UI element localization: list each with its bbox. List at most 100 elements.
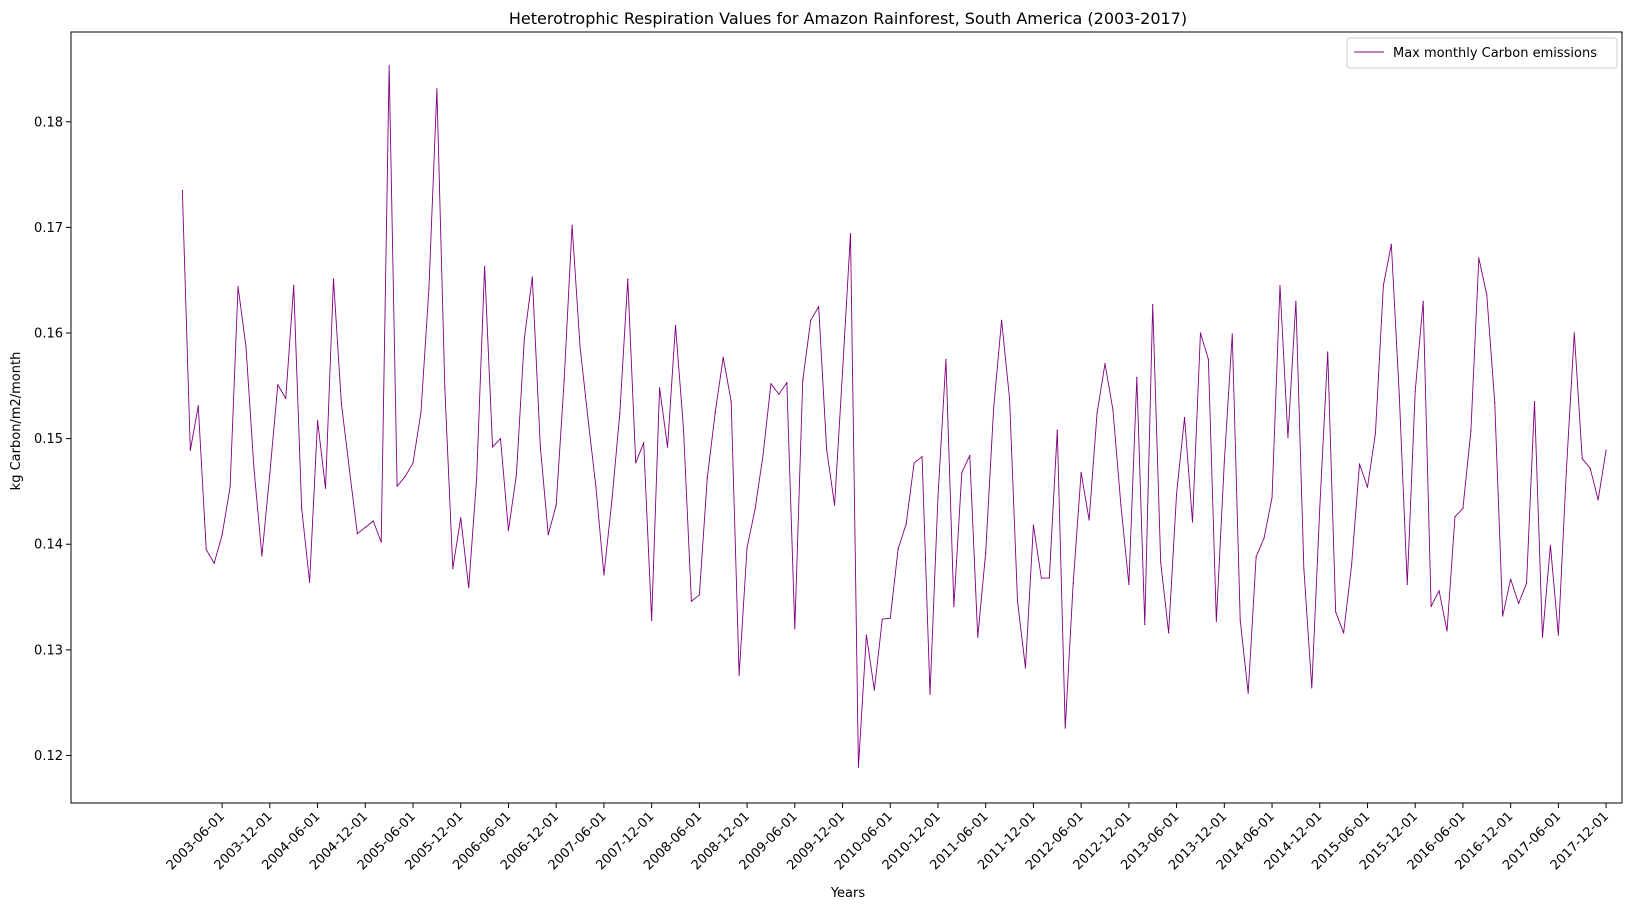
data-point	[1112, 409, 1114, 411]
data-point	[1581, 458, 1583, 460]
data-point	[1303, 567, 1305, 570]
data-point	[293, 284, 295, 287]
data-point	[762, 454, 764, 457]
data-point	[682, 427, 685, 429]
data-point	[1478, 257, 1480, 259]
data-point	[1335, 611, 1337, 613]
data-point	[452, 567, 454, 570]
data-point	[1247, 692, 1249, 694]
y-tick-label: 0.16	[34, 327, 63, 342]
data-point	[396, 485, 398, 487]
data-point	[913, 462, 915, 464]
data-point	[1422, 300, 1424, 302]
data-point	[436, 88, 438, 90]
data-point	[1510, 578, 1512, 580]
data-point	[1175, 492, 1178, 495]
data-point	[324, 487, 327, 489]
data-point	[579, 346, 581, 348]
y-tick-label: 0.18	[34, 115, 63, 130]
data-point	[412, 462, 414, 464]
data-point	[794, 628, 796, 630]
data-point	[309, 581, 311, 583]
data-point	[1446, 630, 1448, 632]
data-point	[515, 473, 518, 476]
data-point	[1525, 582, 1528, 584]
y-tick-label: 0.12	[34, 749, 63, 764]
data-point	[1358, 463, 1361, 465]
y-tick-label: 0.14	[34, 538, 63, 553]
data-point	[1160, 561, 1162, 563]
data-point	[420, 411, 422, 413]
data-point	[746, 546, 748, 549]
data-point	[428, 288, 430, 290]
data-point	[937, 496, 939, 498]
data-point	[1032, 524, 1035, 526]
data-point	[666, 446, 669, 448]
data-point	[237, 285, 239, 288]
data-point	[1406, 583, 1408, 585]
data-point	[1549, 544, 1552, 546]
data-point	[1215, 620, 1217, 622]
data-point	[555, 504, 557, 506]
data-point	[881, 618, 883, 620]
data-point	[810, 319, 812, 321]
data-point	[1271, 497, 1273, 499]
data-point	[1096, 412, 1098, 414]
series-line	[181, 65, 1607, 768]
y-axis-label: kg Carbon/m2/month	[9, 352, 24, 491]
data-point	[698, 594, 700, 596]
data-point	[1470, 430, 1472, 432]
data-point	[865, 634, 867, 636]
data-point	[619, 412, 621, 414]
data-point	[269, 472, 271, 475]
data-point	[563, 379, 565, 382]
data-point	[977, 636, 979, 638]
data-point	[961, 471, 963, 474]
data-point	[1279, 284, 1281, 287]
data-point	[531, 276, 533, 278]
data-point	[635, 462, 637, 464]
data-point	[1168, 632, 1170, 634]
data-point	[1239, 619, 1241, 621]
data-point	[277, 384, 279, 386]
data-point	[1533, 401, 1536, 403]
data-point	[181, 189, 183, 192]
data-point	[491, 446, 494, 448]
data-point	[539, 445, 541, 447]
data-point	[786, 382, 788, 384]
plot-frame	[70, 31, 1623, 804]
data-point	[1350, 564, 1353, 566]
data-point	[722, 356, 724, 358]
data-point	[1390, 243, 1392, 245]
data-point	[1040, 577, 1042, 579]
data-point	[690, 600, 693, 602]
data-point	[197, 405, 199, 407]
legend-label: Max monthly Carbon emissions	[1393, 46, 1597, 61]
data-point	[1255, 556, 1257, 558]
data-point	[1573, 332, 1575, 334]
data-point	[738, 674, 740, 676]
data-point	[380, 541, 382, 543]
data-point	[1518, 602, 1520, 604]
data-point	[730, 401, 732, 403]
data-point	[348, 468, 350, 470]
data-point	[929, 693, 931, 695]
data-point	[301, 507, 303, 509]
legend: Max monthly Carbon emissions	[1346, 37, 1618, 69]
data-point	[547, 534, 549, 536]
data-point	[1311, 687, 1313, 689]
data-point	[1398, 394, 1400, 396]
y-tick-label: 0.15	[34, 432, 63, 447]
data-point	[1597, 499, 1599, 501]
data-point	[595, 486, 597, 488]
data-point	[841, 371, 844, 373]
data-point	[285, 397, 287, 400]
data-point	[826, 448, 828, 450]
data-point	[1191, 521, 1194, 523]
data-point	[221, 534, 223, 536]
data-point	[507, 529, 510, 532]
legend-box	[1346, 37, 1618, 69]
data-point	[1088, 519, 1090, 521]
data-point	[1263, 537, 1265, 539]
